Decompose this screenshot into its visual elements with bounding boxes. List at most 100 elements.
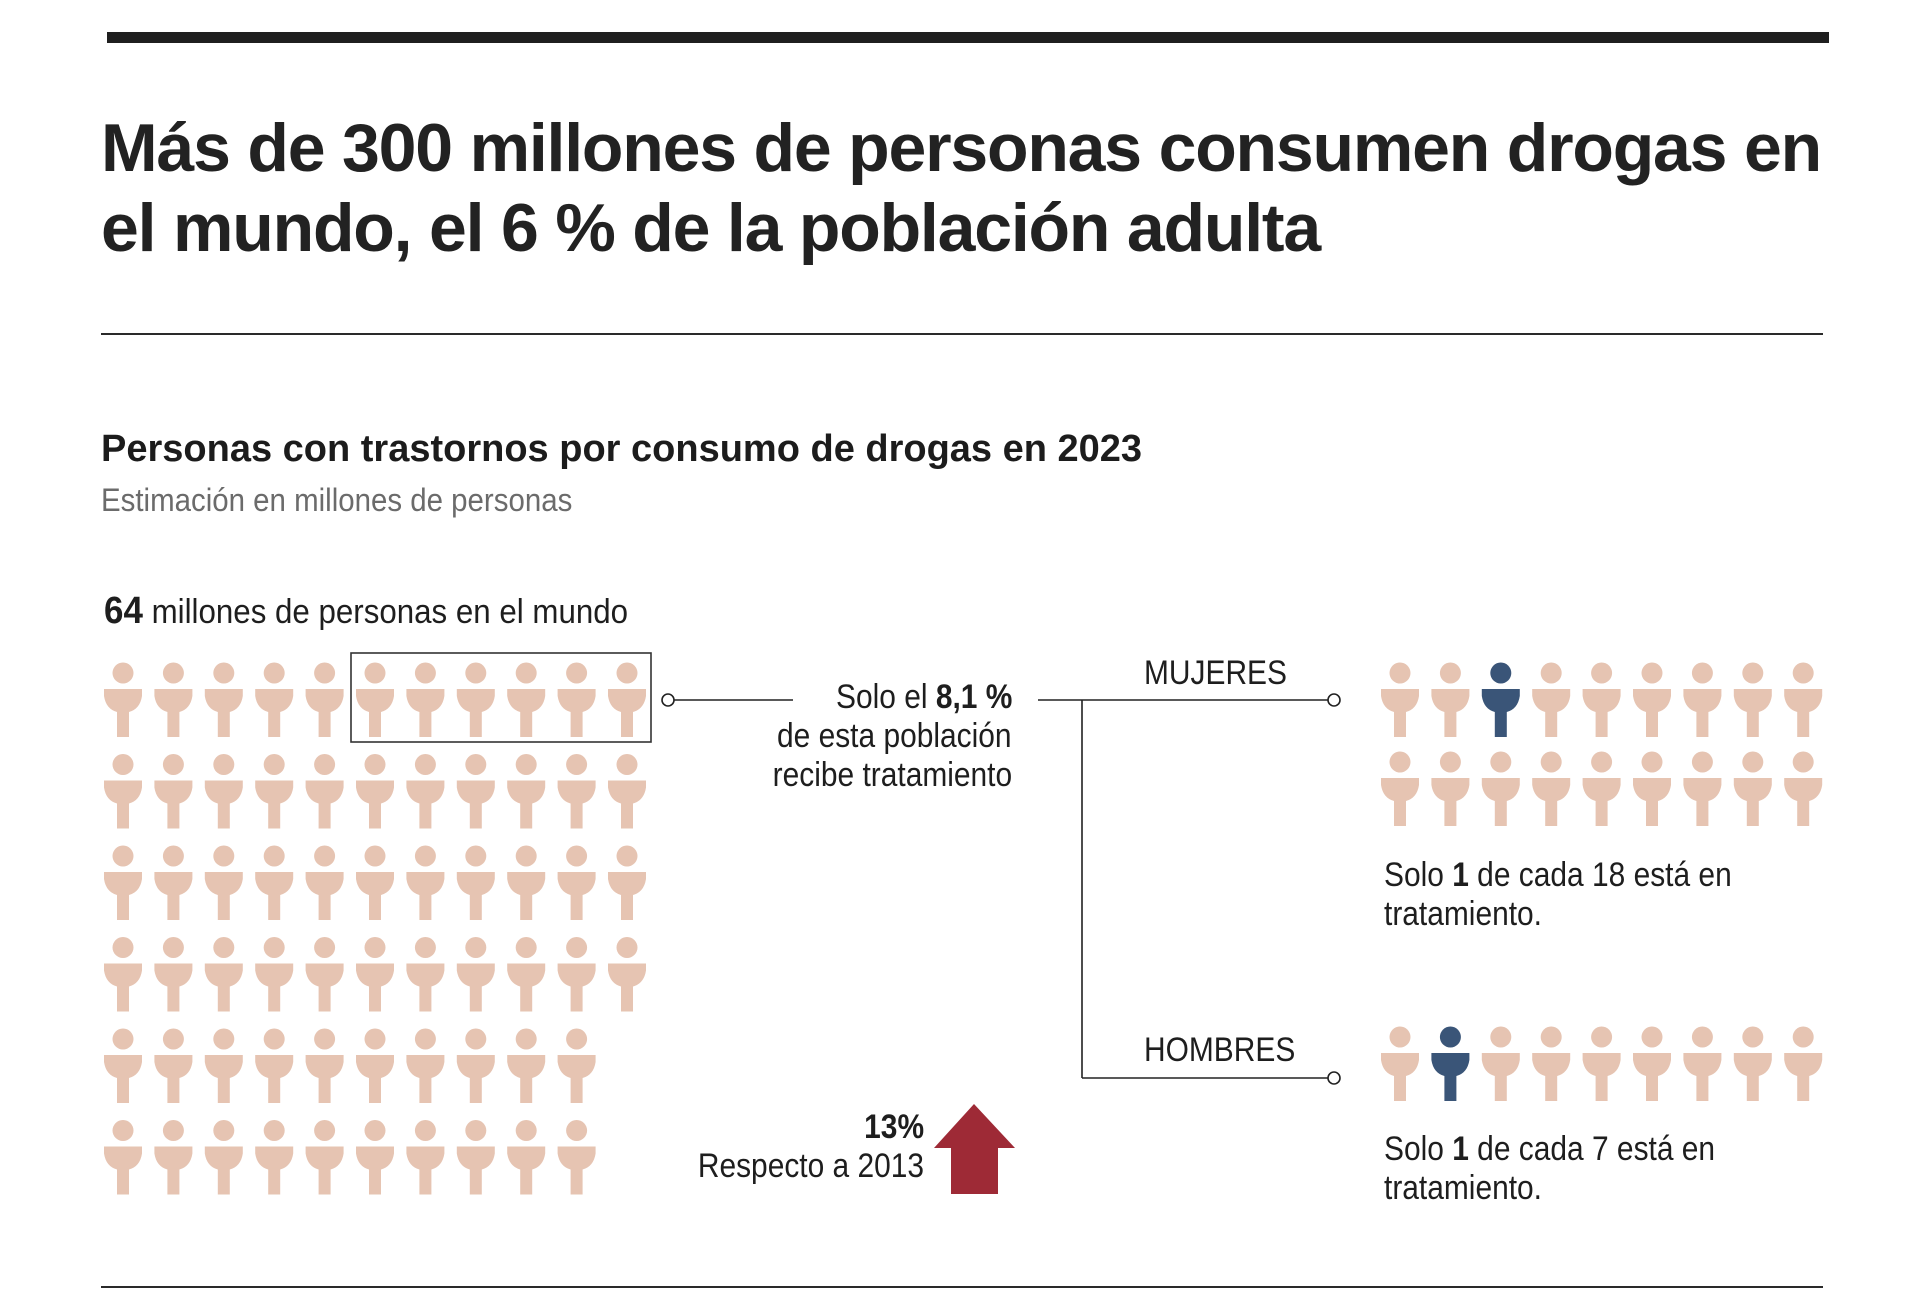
- top-bar: [107, 32, 1829, 43]
- person-icon: [507, 1028, 546, 1103]
- world-total-label: 64 millones de personas en el mundo: [104, 590, 628, 633]
- person-icon: [1431, 662, 1470, 737]
- person-icon: [557, 845, 596, 920]
- world-figures: [104, 662, 646, 1195]
- person-icon: [204, 754, 243, 829]
- person-icon: [104, 845, 142, 920]
- person-icon: [255, 754, 294, 829]
- person-icon: [305, 754, 344, 829]
- men-ratio-suffix: de cada 7 está en: [1477, 1130, 1716, 1168]
- increase-arrow-icon: [934, 1104, 1015, 1194]
- men-ratio-number: 1: [1452, 1130, 1469, 1168]
- person-icon: [1633, 662, 1671, 737]
- person-icon: [255, 1028, 294, 1103]
- person-icon: [204, 845, 243, 920]
- person-icon: [608, 754, 646, 829]
- women-ratio-line-1: Solo 1 de cada 18 está en: [1384, 856, 1732, 895]
- person-icon: [356, 1120, 394, 1195]
- women-label: MUJERES: [1144, 654, 1287, 692]
- person-icon: [557, 937, 596, 1012]
- treatment-line-3: recibe tratamiento: [772, 756, 1012, 794]
- person-icon: [1733, 751, 1772, 826]
- person-icon: [1481, 1026, 1520, 1101]
- women-figures: [1381, 662, 1823, 826]
- person-icon: [608, 845, 646, 920]
- connector-lines: [661, 693, 1341, 1085]
- person-icon: [1633, 1026, 1671, 1101]
- person-icon: [557, 754, 596, 829]
- women-ratio-line-2: tratamiento.: [1384, 895, 1542, 933]
- person-icon: [154, 662, 193, 737]
- person-icon: [1582, 751, 1621, 826]
- person-icon: [154, 754, 193, 829]
- men-ratio-line-1: Solo 1 de cada 7 está en: [1384, 1130, 1715, 1169]
- person-icon: [154, 937, 193, 1012]
- chart-note: Estimación en millones de personas: [101, 482, 573, 518]
- change-value: 13%: [864, 1108, 924, 1146]
- person-icon: [1633, 751, 1671, 826]
- person-icon: [305, 662, 344, 737]
- person-icon: [1481, 751, 1520, 826]
- person-icon: [406, 754, 445, 829]
- person-icon: [356, 662, 394, 737]
- person-icon: [104, 754, 142, 829]
- world-count-text: millones de personas en el mundo: [151, 593, 629, 631]
- person-icon: [204, 937, 243, 1012]
- person-icon: [456, 845, 495, 920]
- person-icon: [356, 845, 394, 920]
- person-icon: [154, 845, 193, 920]
- person-icon: [154, 1028, 193, 1103]
- women-ratio-number: 1: [1452, 856, 1469, 894]
- person-icon: [305, 845, 344, 920]
- men-figures: [1381, 1026, 1823, 1101]
- person-icon: [507, 845, 546, 920]
- person-icon: [1683, 662, 1722, 737]
- person-icon: [1733, 1026, 1772, 1101]
- person-icon: [255, 845, 294, 920]
- person-icon: [1532, 662, 1571, 737]
- chart-subtitle: Personas con trastornos por consumo de d…: [101, 428, 1143, 470]
- person-icon: [456, 662, 495, 737]
- person-icon: [557, 1120, 596, 1195]
- person-icon: [1381, 751, 1419, 826]
- treatment-line-1: Solo el 8,1 %: [836, 678, 1012, 717]
- person-icon: [356, 754, 394, 829]
- person-icon: [456, 1028, 495, 1103]
- person-icon: [507, 1120, 546, 1195]
- person-icon: [557, 1028, 596, 1103]
- person-icon: [1582, 662, 1621, 737]
- person-icon: [1683, 751, 1722, 826]
- person-icon: [1381, 662, 1419, 737]
- person-icon: [305, 1028, 344, 1103]
- women-ratio-suffix: de cada 18 está en: [1477, 856, 1732, 894]
- treatment-highlight-box: [350, 652, 652, 743]
- person-icon: [456, 754, 495, 829]
- person-icon: [1532, 751, 1571, 826]
- person-icon: [456, 1120, 495, 1195]
- treatment-percent: 8,1 %: [935, 678, 1012, 716]
- person-icon: [1733, 662, 1772, 737]
- person-icon: [507, 937, 546, 1012]
- women-connector-dot: [1327, 693, 1341, 707]
- person-icon: [507, 754, 546, 829]
- person-icon: [356, 1028, 394, 1103]
- person-icon: [608, 662, 646, 737]
- person-icon: [456, 937, 495, 1012]
- bottom-divider: [101, 1286, 1823, 1288]
- person-icon: [255, 937, 294, 1012]
- person-icon: [608, 937, 646, 1012]
- person-icon: [154, 1120, 193, 1195]
- person-icon: [1532, 1026, 1571, 1101]
- men-ratio-prefix: Solo: [1384, 1130, 1444, 1168]
- person-icon: [356, 937, 394, 1012]
- person-icon: [305, 1120, 344, 1195]
- world-count: 64: [104, 590, 143, 632]
- men-connector-dot: [1327, 1071, 1341, 1085]
- person-icon: [104, 937, 142, 1012]
- person-icon: [557, 662, 596, 737]
- person-icon: [1381, 1026, 1419, 1101]
- box-connector-dot: [661, 693, 675, 707]
- highlighted-person-icon: [1431, 1026, 1470, 1101]
- person-icon: [406, 1028, 445, 1103]
